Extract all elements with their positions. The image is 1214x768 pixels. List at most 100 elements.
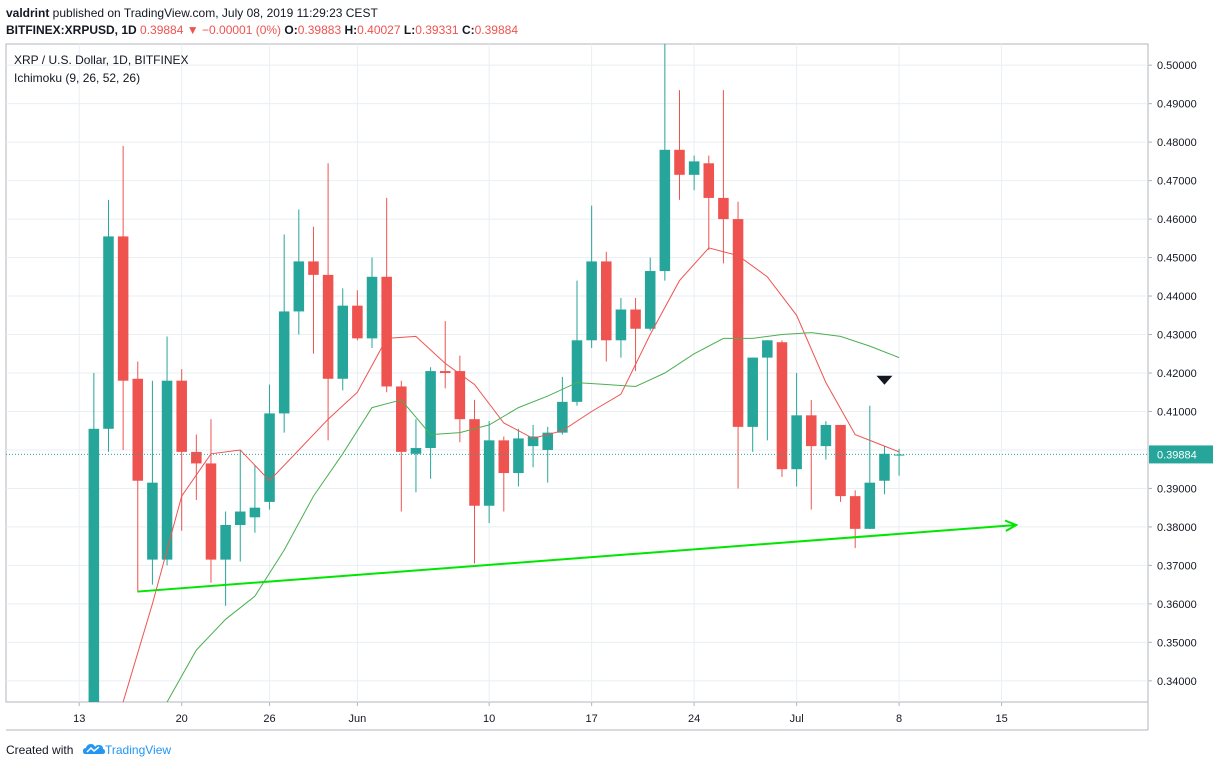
- price-tick-label: 0.43000: [1157, 330, 1197, 342]
- candle[interactable]: [805, 399, 817, 510]
- candle[interactable]: [542, 426, 553, 483]
- price-tick-label: 0.50000: [1157, 60, 1197, 72]
- candle[interactable]: [439, 321, 451, 389]
- candle-body: [586, 261, 597, 341]
- candle[interactable]: [820, 421, 832, 460]
- candle[interactable]: [88, 373, 100, 702]
- candle[interactable]: [117, 145, 129, 450]
- candle[interactable]: [630, 297, 641, 372]
- candle[interactable]: [791, 373, 802, 487]
- time-tick-label: 17: [586, 713, 598, 725]
- candle[interactable]: [879, 446, 890, 495]
- candle-body: [88, 428, 100, 702]
- candles[interactable]: [88, 44, 905, 702]
- candle-body: [132, 378, 144, 481]
- candle[interactable]: [483, 421, 495, 524]
- candle[interactable]: [674, 90, 685, 200]
- candle[interactable]: [571, 280, 583, 406]
- candle[interactable]: [513, 428, 524, 487]
- candle[interactable]: [849, 490, 861, 549]
- candle[interactable]: [220, 511, 231, 606]
- candle[interactable]: [659, 44, 671, 281]
- candle-body: [688, 161, 700, 175]
- published-text: published on TradingView.com, July 08, 2…: [49, 6, 378, 20]
- candle[interactable]: [410, 419, 422, 493]
- created-with-label: Created with: [6, 743, 74, 757]
- price-tick-label: 0.35000: [1157, 637, 1197, 649]
- candle[interactable]: [893, 448, 905, 476]
- candle[interactable]: [732, 201, 744, 489]
- candle[interactable]: [308, 226, 319, 354]
- candle[interactable]: [234, 449, 246, 562]
- candle-body: [527, 436, 539, 447]
- candle[interactable]: [161, 336, 173, 566]
- candle[interactable]: [644, 257, 656, 331]
- price-tag-text: 0.39884: [1157, 449, 1197, 461]
- candle-body: [117, 236, 129, 381]
- candle-body: [483, 440, 495, 506]
- candle-body: [498, 440, 510, 474]
- candle[interactable]: [205, 419, 217, 583]
- candle[interactable]: [147, 380, 158, 585]
- candle[interactable]: [366, 257, 378, 348]
- down-triangle-marker: [876, 375, 893, 385]
- candle[interactable]: [396, 380, 407, 512]
- candle-body: [264, 413, 275, 502]
- tradingview-logo[interactable]: TradingView: [83, 742, 171, 757]
- candle-body: [103, 236, 114, 429]
- candle[interactable]: [176, 369, 187, 531]
- tradingview-cloud-icon: [83, 744, 105, 754]
- time-tick-label: 15: [995, 713, 1007, 725]
- candle-body: [278, 311, 290, 414]
- time-tick-label: 8: [896, 713, 902, 725]
- candle[interactable]: [293, 209, 305, 335]
- time-tick-label: 10: [483, 713, 495, 725]
- candle-body: [791, 415, 802, 470]
- candle[interactable]: [322, 163, 334, 441]
- candle[interactable]: [527, 424, 539, 468]
- candle[interactable]: [747, 357, 758, 452]
- candle[interactable]: [249, 465, 261, 533]
- candle-body: [732, 219, 744, 427]
- price-axis[interactable]: 0.34000 0.35000 0.36000 0.37000 0.38000 0.390…: [1148, 60, 1197, 688]
- candle[interactable]: [278, 234, 290, 433]
- price-tick-label: 0.34000: [1157, 676, 1197, 688]
- time-axis[interactable]: 13 20 26 Jun 10 17 24 Jul 8 15: [73, 702, 1008, 725]
- candle[interactable]: [718, 90, 729, 264]
- candle[interactable]: [381, 197, 392, 393]
- candle[interactable]: [498, 436, 510, 512]
- candle[interactable]: [703, 155, 715, 250]
- candle[interactable]: [132, 361, 144, 593]
- candle[interactable]: [864, 405, 876, 529]
- trendline[interactable]: [137, 519, 1019, 593]
- candle[interactable]: [103, 199, 114, 452]
- candle[interactable]: [762, 340, 773, 441]
- candle[interactable]: [586, 205, 597, 348]
- candle[interactable]: [615, 297, 627, 358]
- candle-body: [776, 342, 788, 470]
- candle[interactable]: [264, 384, 275, 510]
- candle-body: [220, 524, 231, 560]
- publish-header: valdrint published on TradingView.com, J…: [6, 5, 378, 21]
- candle[interactable]: [688, 155, 700, 191]
- price-tick-label: 0.49000: [1157, 99, 1197, 111]
- candle[interactable]: [337, 288, 349, 391]
- candle-body: [542, 432, 553, 450]
- author-name[interactable]: valdrint: [6, 6, 50, 20]
- candle-body: [644, 271, 656, 329]
- candle[interactable]: [776, 340, 788, 477]
- candle[interactable]: [425, 367, 436, 479]
- candle[interactable]: [191, 434, 202, 500]
- trendline-line[interactable]: [137, 523, 1017, 593]
- candle[interactable]: [557, 376, 568, 435]
- candle[interactable]: [454, 355, 466, 443]
- candle-body: [147, 482, 158, 560]
- candle[interactable]: [601, 251, 612, 362]
- time-tick-label: Jul: [790, 713, 804, 725]
- candle[interactable]: [352, 290, 363, 341]
- candle[interactable]: [835, 424, 846, 502]
- candle-body: [893, 454, 905, 456]
- candle-body: [337, 305, 349, 379]
- candle[interactable]: [469, 399, 480, 564]
